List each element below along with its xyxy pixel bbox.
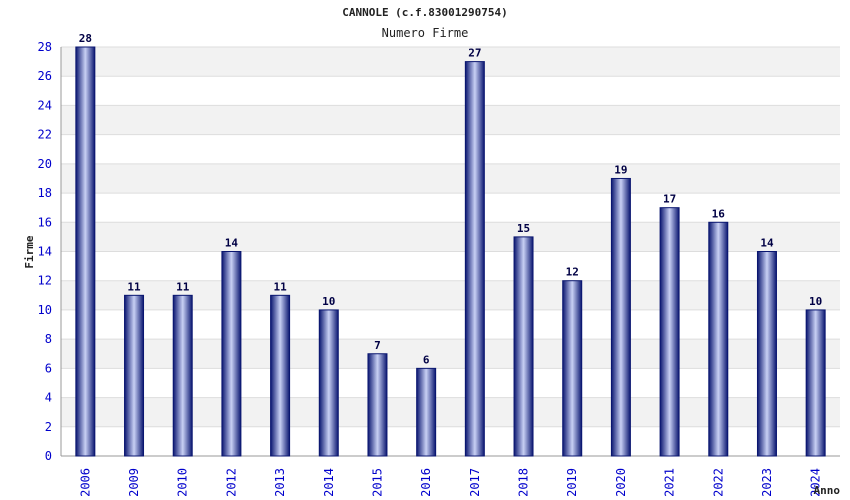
data-label: 6 <box>423 353 430 366</box>
chart-subtitle: Numero Firme <box>382 26 469 40</box>
bar <box>659 207 680 457</box>
x-tick-label: 2015 <box>370 468 384 497</box>
y-tick-label: 28 <box>38 40 52 54</box>
bar <box>416 367 437 457</box>
x-tick-label: 2021 <box>663 468 677 497</box>
y-tick-label: 18 <box>38 186 52 200</box>
grid-band <box>61 193 840 223</box>
x-axis-title: Anno <box>814 484 841 497</box>
bar <box>270 294 291 457</box>
y-tick-label: 16 <box>38 215 52 229</box>
x-tick-label: 2022 <box>711 468 725 497</box>
y-tick-label: 10 <box>38 303 52 317</box>
y-tick-label: 8 <box>45 332 52 346</box>
y-tick-label: 20 <box>38 157 52 171</box>
x-tick-label: 2006 <box>78 468 92 497</box>
x-tick-label: 2014 <box>322 468 336 497</box>
bar <box>221 251 242 457</box>
data-labels: 28 11 11 14 11 10 7 6 27 15 12 19 17 16 14 10 <box>79 32 823 366</box>
bar <box>562 280 583 457</box>
x-tick-label: 2024 <box>809 468 823 497</box>
bar <box>124 294 145 457</box>
y-tick-label: 12 <box>38 274 52 288</box>
x-tick-label: 2023 <box>760 468 774 497</box>
bar <box>75 46 96 457</box>
y-tick-label: 2 <box>45 420 52 434</box>
data-label: 14 <box>225 237 239 250</box>
y-tick-label: 6 <box>45 361 52 375</box>
data-label: 28 <box>79 32 92 45</box>
grid-band <box>61 163 840 194</box>
x-tick-label: 2020 <box>614 468 628 497</box>
bar <box>464 61 485 457</box>
y-tick-label: 14 <box>38 245 52 259</box>
data-label: 16 <box>712 207 726 220</box>
data-label: 27 <box>468 47 481 60</box>
chart-title: CANNOLE (c.f.83001290754) <box>342 6 508 19</box>
y-tick-label: 0 <box>45 449 52 463</box>
x-tick-label: 2010 <box>176 468 190 497</box>
y-tick-label: 26 <box>38 69 52 83</box>
bar <box>318 309 339 457</box>
x-tick-label: 2019 <box>565 468 579 497</box>
bar <box>756 251 777 457</box>
grid-band <box>61 76 840 106</box>
data-label: 7 <box>374 339 381 352</box>
y-axis-title: Firme <box>23 235 36 268</box>
x-tick-label: 2012 <box>224 468 238 497</box>
bar <box>610 177 631 457</box>
data-label: 12 <box>566 266 579 279</box>
grid-band <box>61 134 840 164</box>
data-label: 14 <box>760 237 774 250</box>
bar <box>172 294 193 457</box>
data-label: 15 <box>517 222 530 235</box>
data-label: 11 <box>127 280 141 293</box>
bar <box>708 221 729 457</box>
y-tick-label: 24 <box>38 98 52 112</box>
x-tick-label: 2017 <box>468 468 482 497</box>
y-tick-label: 22 <box>38 128 52 142</box>
x-tick-label: 2016 <box>419 468 433 497</box>
grid-band <box>61 47 840 77</box>
data-label: 10 <box>809 295 822 308</box>
bar <box>367 353 388 457</box>
x-tick-labels: 2006 2009 2010 2012 2013 2014 2015 2016 2017 2018… <box>78 468 822 497</box>
x-tick-label: 2013 <box>273 468 287 497</box>
x-tick-label: 2018 <box>517 468 531 497</box>
data-label: 11 <box>273 280 287 293</box>
data-label: 10 <box>322 295 335 308</box>
bars <box>75 46 826 457</box>
data-label: 11 <box>176 280 190 293</box>
bar <box>513 236 534 457</box>
data-label: 17 <box>663 193 676 206</box>
y-tick-label: 4 <box>45 391 52 405</box>
x-tick-label: 2009 <box>127 468 141 497</box>
grid-band <box>61 105 840 135</box>
data-label: 19 <box>614 163 627 176</box>
bar <box>805 309 826 457</box>
